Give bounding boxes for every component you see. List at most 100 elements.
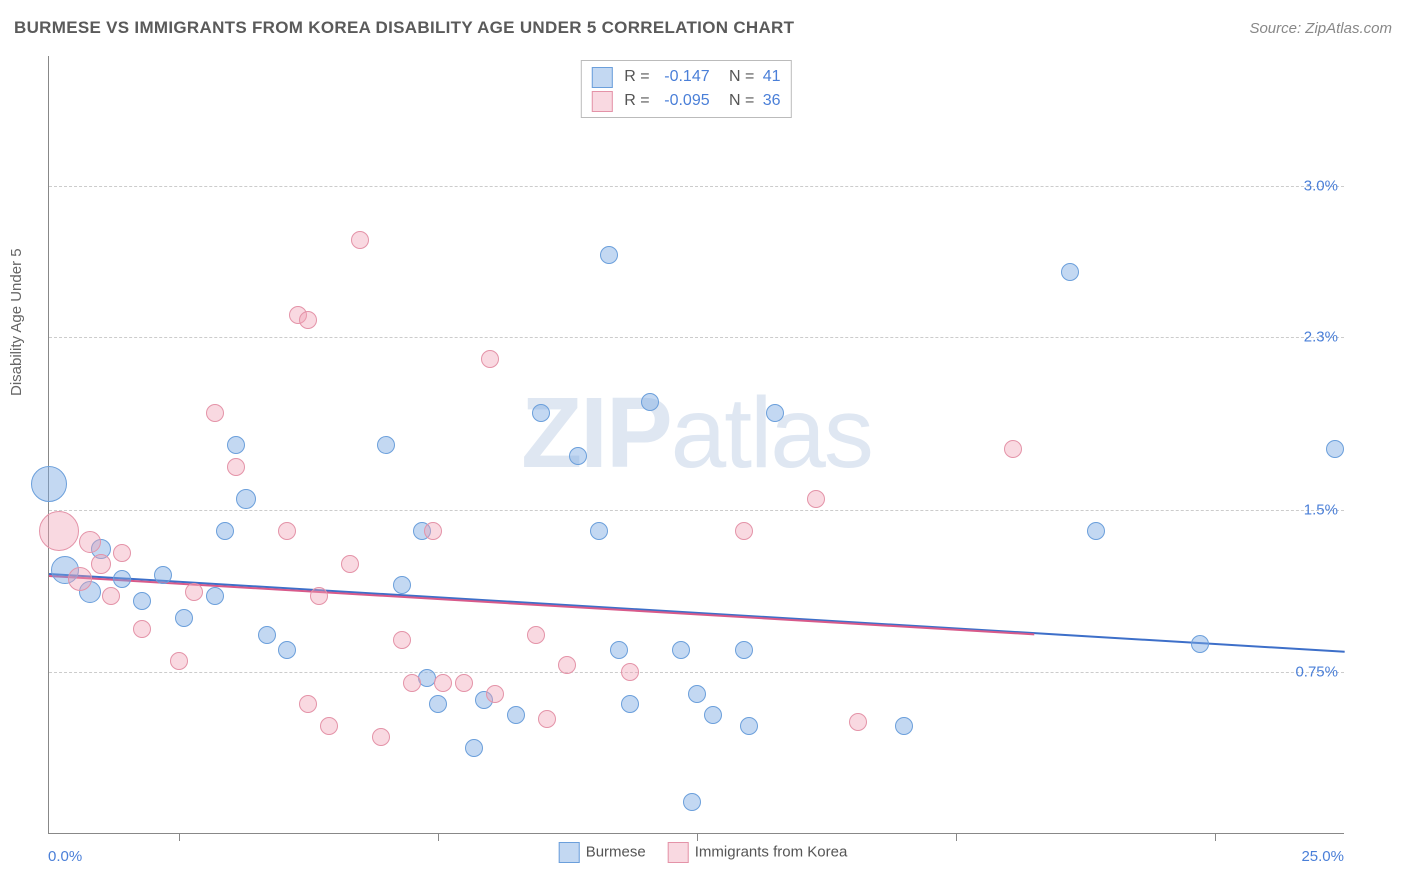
scatter-point [1004, 440, 1022, 458]
y-tick-label: 3.0% [1304, 177, 1338, 194]
gridline-h [49, 186, 1344, 187]
x-tick [697, 833, 698, 841]
scatter-point [393, 631, 411, 649]
scatter-point [227, 436, 245, 454]
scatter-plot-area: ZIPatlas R = -0.147 N = 41R = -0.095 N =… [48, 56, 1344, 834]
scatter-point [590, 522, 608, 540]
scatter-point [434, 674, 452, 692]
series-legend: Burmese Immigrants from Korea [559, 842, 848, 863]
scatter-point [621, 663, 639, 681]
watermark-rest: atlas [671, 377, 872, 489]
scatter-point [377, 436, 395, 454]
scatter-point [849, 713, 867, 731]
scatter-point [278, 522, 296, 540]
scatter-point [688, 685, 706, 703]
scatter-point [91, 554, 111, 574]
gridline-h [49, 672, 1344, 673]
x-axis-min-label: 0.0% [48, 848, 82, 865]
correlation-legend-row: R = -0.147 N = 41 [591, 65, 780, 89]
scatter-point [113, 570, 131, 588]
series-name: Immigrants from Korea [695, 843, 848, 860]
scatter-point [465, 739, 483, 757]
scatter-point [735, 522, 753, 540]
series-legend-item: Burmese [559, 842, 646, 863]
scatter-point [68, 567, 92, 591]
scatter-point [766, 404, 784, 422]
scatter-point [206, 587, 224, 605]
scatter-point [154, 566, 172, 584]
scatter-point [258, 626, 276, 644]
scatter-point [278, 641, 296, 659]
scatter-point [610, 641, 628, 659]
legend-swatch [559, 842, 580, 863]
scatter-point [31, 466, 67, 502]
legend-r-label: R = [624, 65, 649, 89]
scatter-point [424, 522, 442, 540]
scatter-point [621, 695, 639, 713]
scatter-point [807, 490, 825, 508]
scatter-point [320, 717, 338, 735]
scatter-point [1326, 440, 1344, 458]
scatter-point [486, 685, 504, 703]
scatter-point [538, 710, 556, 728]
scatter-point [113, 544, 131, 562]
scatter-point [1061, 263, 1079, 281]
scatter-point [1191, 635, 1209, 653]
scatter-point [569, 447, 587, 465]
scatter-point [704, 706, 722, 724]
scatter-point [600, 246, 618, 264]
correlation-legend-row: R = -0.095 N = 36 [591, 89, 780, 113]
legend-n-value: 36 [758, 89, 780, 113]
scatter-point [216, 522, 234, 540]
x-tick [956, 833, 957, 841]
x-tick [438, 833, 439, 841]
chart-header: BURMESE VS IMMIGRANTS FROM KOREA DISABIL… [14, 18, 1392, 38]
chart-source: Source: ZipAtlas.com [1249, 20, 1392, 37]
legend-n-value: 41 [758, 65, 780, 89]
x-tick [1215, 833, 1216, 841]
x-tick [179, 833, 180, 841]
scatter-point [175, 609, 193, 627]
chart-title: BURMESE VS IMMIGRANTS FROM KOREA DISABIL… [14, 18, 794, 38]
scatter-point [527, 626, 545, 644]
x-axis-max-label: 25.0% [1301, 848, 1344, 865]
scatter-point [532, 404, 550, 422]
y-axis-label: Disability Age Under 5 [8, 248, 25, 396]
correlation-legend: R = -0.147 N = 41R = -0.095 N = 36 [580, 60, 791, 118]
scatter-point [683, 793, 701, 811]
scatter-point [672, 641, 690, 659]
scatter-point [740, 717, 758, 735]
scatter-point [206, 404, 224, 422]
scatter-point [895, 717, 913, 735]
scatter-point [236, 489, 256, 509]
legend-n-label: N = [716, 89, 755, 113]
scatter-point [1087, 522, 1105, 540]
scatter-point [299, 695, 317, 713]
y-tick-label: 1.5% [1304, 501, 1338, 518]
legend-swatch [668, 842, 689, 863]
scatter-point [227, 458, 245, 476]
scatter-point [299, 311, 317, 329]
y-tick-label: 0.75% [1295, 663, 1338, 680]
scatter-point [185, 583, 203, 601]
gridline-h [49, 510, 1344, 511]
gridline-h [49, 337, 1344, 338]
scatter-point [170, 652, 188, 670]
scatter-point [393, 576, 411, 594]
legend-swatch [591, 67, 612, 88]
legend-r-value: -0.147 [650, 65, 710, 89]
series-name: Burmese [586, 843, 646, 860]
scatter-point [735, 641, 753, 659]
scatter-point [351, 231, 369, 249]
scatter-point [429, 695, 447, 713]
scatter-point [372, 728, 390, 746]
scatter-point [133, 620, 151, 638]
scatter-point [133, 592, 151, 610]
watermark: ZIPatlas [521, 376, 872, 491]
scatter-point [102, 587, 120, 605]
scatter-point [310, 587, 328, 605]
y-tick-label: 2.3% [1304, 328, 1338, 345]
series-legend-item: Immigrants from Korea [668, 842, 848, 863]
scatter-point [403, 674, 421, 692]
scatter-point [481, 350, 499, 368]
